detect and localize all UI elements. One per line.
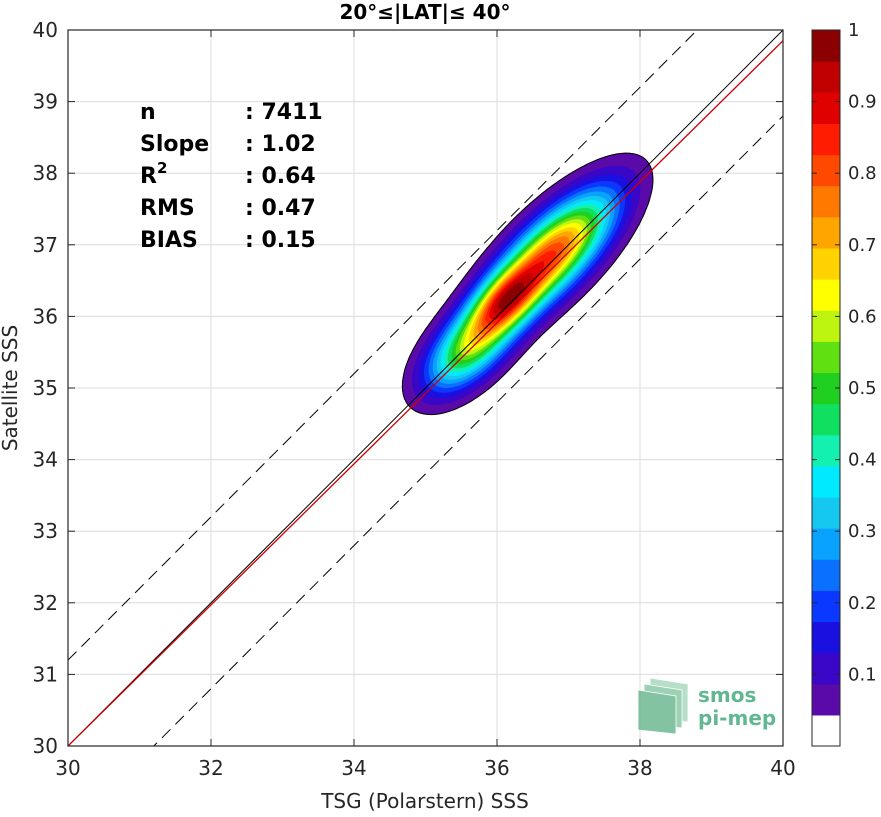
- colorbar-band: [812, 61, 840, 93]
- reference-lines: [68, 30, 783, 746]
- colorbar-band: [812, 590, 840, 623]
- colorbar-tick-label: 0.2: [848, 593, 877, 614]
- x-tick-label: 36: [484, 756, 509, 780]
- colorbar-band: [812, 403, 840, 436]
- y-tick-label: 32: [33, 591, 58, 615]
- density-outline: [401, 152, 654, 416]
- y-tick-label: 36: [33, 304, 58, 328]
- colorbar-band: [812, 310, 840, 342]
- colorbar-band: [812, 434, 840, 467]
- y-tick-label: 39: [33, 90, 58, 114]
- colorbar-tick-label: 0.9: [848, 92, 877, 113]
- logo-layer-shape: [637, 689, 677, 735]
- logo-text-pi-mep: pi-mep: [698, 706, 776, 730]
- stat-value: : 0.64: [245, 164, 316, 189]
- colorbar-tick-label: 0.7: [848, 235, 877, 256]
- dashed-offset-line: [68, 30, 698, 661]
- y-tick-label: 31: [33, 662, 58, 686]
- colorbar-band: [812, 683, 840, 716]
- colorbar-band: [812, 714, 840, 747]
- colorbar-tick-label: 0.8: [848, 163, 877, 184]
- stat-value: : 7411: [245, 100, 323, 125]
- y-tick-label: 34: [33, 448, 58, 472]
- x-tick-label: 30: [55, 756, 80, 780]
- y-tick-label: 37: [33, 233, 58, 257]
- dashed-offset-line: [153, 115, 783, 746]
- y-tick-label: 35: [33, 376, 58, 400]
- colorbar-band: [812, 92, 840, 124]
- colorbar-tick-label: 0.3: [848, 521, 877, 542]
- stat-value: : 0.15: [245, 228, 316, 253]
- y-axis-label: Satellite SSS: [0, 325, 22, 451]
- colorbar-band: [812, 185, 840, 218]
- colorbar: 0.1 0.2 0.3 0.4 0.5 0.6 0.7 0.8 0.9 1: [811, 20, 877, 747]
- y-tick-label: 33: [33, 519, 58, 543]
- x-axis-label: TSG (Polarstern) SSS: [320, 789, 529, 813]
- colorbar-tick-label: 0.6: [848, 306, 877, 327]
- stat-value: : 1.02: [245, 132, 316, 157]
- colorbar-tick-label: 1: [848, 20, 859, 41]
- density-level-22: [498, 281, 525, 310]
- colorbar-band: [812, 465, 840, 498]
- y-tick-label: 40: [33, 18, 58, 42]
- colorbar-band: [812, 30, 840, 62]
- regression-line: [68, 40, 783, 746]
- x-tick-label: 34: [341, 756, 366, 780]
- colorbar-tick-label: 0.1: [848, 664, 877, 685]
- colorbar-band: [812, 123, 840, 156]
- stat-label: n: [140, 100, 156, 125]
- colorbar-band: [812, 559, 840, 591]
- colorbar-tick-label: 0.4: [848, 450, 877, 471]
- x-tick-label: 32: [198, 756, 223, 780]
- colorbar-band: [812, 154, 840, 187]
- stat-value: : 0.47: [245, 196, 316, 221]
- stat-label-superscript: 2: [157, 159, 167, 177]
- colorbar-band: [812, 341, 840, 374]
- colorbar-band: [812, 496, 840, 529]
- one-to-one-line: [68, 30, 783, 746]
- colorbar-band: [812, 216, 840, 249]
- y-tick-label: 30: [33, 734, 58, 758]
- colorbar-band: [812, 528, 840, 560]
- colorbar-band: [812, 279, 840, 311]
- stat-label: Slope: [140, 132, 209, 157]
- chart-title: 20°≤|LAT|≤ 40°: [339, 0, 510, 24]
- stat-label: BIAS: [140, 228, 198, 253]
- x-tick-label: 38: [627, 756, 652, 780]
- colorbar-band: [812, 247, 840, 280]
- stat-label: RMS: [140, 196, 195, 221]
- logo-text-smos: smos: [698, 683, 756, 707]
- colorbar-tick-label: 0.5: [848, 378, 877, 399]
- x-tick-label: 40: [770, 756, 795, 780]
- y-tick-label: 38: [33, 161, 58, 185]
- colorbar-band: [812, 652, 840, 685]
- colorbar-band: [812, 621, 840, 654]
